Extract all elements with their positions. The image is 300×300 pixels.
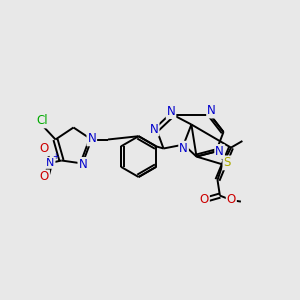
- Text: Cl: Cl: [37, 114, 48, 128]
- Text: N: N: [78, 158, 87, 171]
- Text: O: O: [40, 170, 49, 184]
- Text: N: N: [167, 105, 176, 118]
- Text: O: O: [200, 193, 209, 206]
- Text: N: N: [207, 104, 216, 118]
- Text: O: O: [40, 142, 49, 155]
- Text: +: +: [52, 152, 59, 161]
- Text: S: S: [224, 156, 231, 170]
- Text: N: N: [150, 122, 159, 136]
- Text: N: N: [46, 158, 55, 168]
- Text: N: N: [179, 142, 188, 155]
- Text: O: O: [227, 193, 236, 206]
- Text: N: N: [87, 132, 96, 146]
- Text: N: N: [215, 145, 224, 158]
